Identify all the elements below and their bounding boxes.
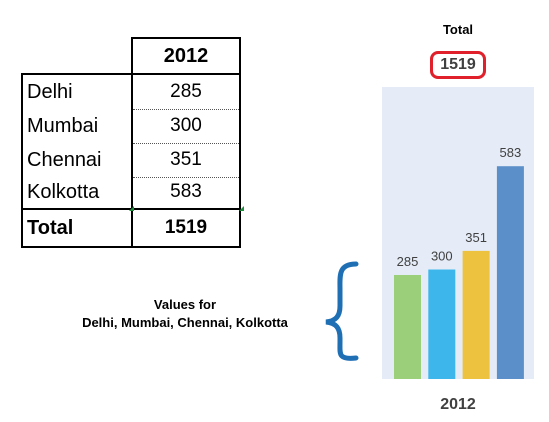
table-row-name: Kolkotta	[27, 181, 100, 203]
table-row: Delhi 285	[23, 75, 239, 110]
annotation-line-1: Values for	[153, 297, 217, 312]
bar-kolkotta	[496, 166, 524, 379]
data-label-delhi: 285	[397, 254, 419, 269]
table-row-value: 300	[133, 109, 239, 144]
table-divider	[131, 210, 133, 246]
table-row-value: 351	[133, 143, 239, 178]
data-label-chennai: 351	[465, 230, 487, 245]
data-table: 2012 Delhi 285 Mumbai 300 Chennai 351 Ko…	[21, 37, 244, 248]
table-row-value: 583	[170, 181, 202, 202]
table-row: Mumbai 300	[23, 109, 239, 144]
table-row-value: 285	[133, 75, 239, 110]
table-row: Kolkotta 583	[23, 175, 239, 209]
total-callout-value: 1519	[430, 51, 486, 79]
values-annotation: Values for Delhi, Mumbai, Chennai, Kolko…	[60, 296, 310, 332]
bar-chennai	[462, 250, 490, 379]
table-total-value: 1519	[164, 217, 208, 238]
cell-error-indicator-icon	[239, 206, 244, 211]
table-body: Delhi 285 Mumbai 300 Chennai 351 Kolkott…	[21, 73, 241, 208]
table-row-name: Mumbai	[27, 115, 99, 137]
bar-delhi	[394, 274, 421, 379]
cell-error-indicator-icon	[129, 206, 134, 211]
annotation-line-2: Delhi, Mumbai, Chennai, Kolkotta	[82, 315, 288, 330]
table-row-name: Delhi	[27, 81, 73, 103]
table-row-name: Chennai	[27, 149, 102, 171]
bar-mumbai	[428, 269, 456, 379]
data-label-kolkotta: 583	[500, 145, 522, 160]
data-label-mumbai: 300	[431, 249, 453, 264]
table-total-label: Total	[27, 217, 74, 239]
chart-category-label: 2012	[440, 396, 476, 413]
table-divider	[131, 75, 133, 208]
curly-brace-icon	[325, 261, 359, 361]
table-row: Chennai 351	[23, 143, 239, 178]
table-header-year: 2012	[131, 37, 241, 73]
total-callout-label: Total	[442, 22, 474, 37]
